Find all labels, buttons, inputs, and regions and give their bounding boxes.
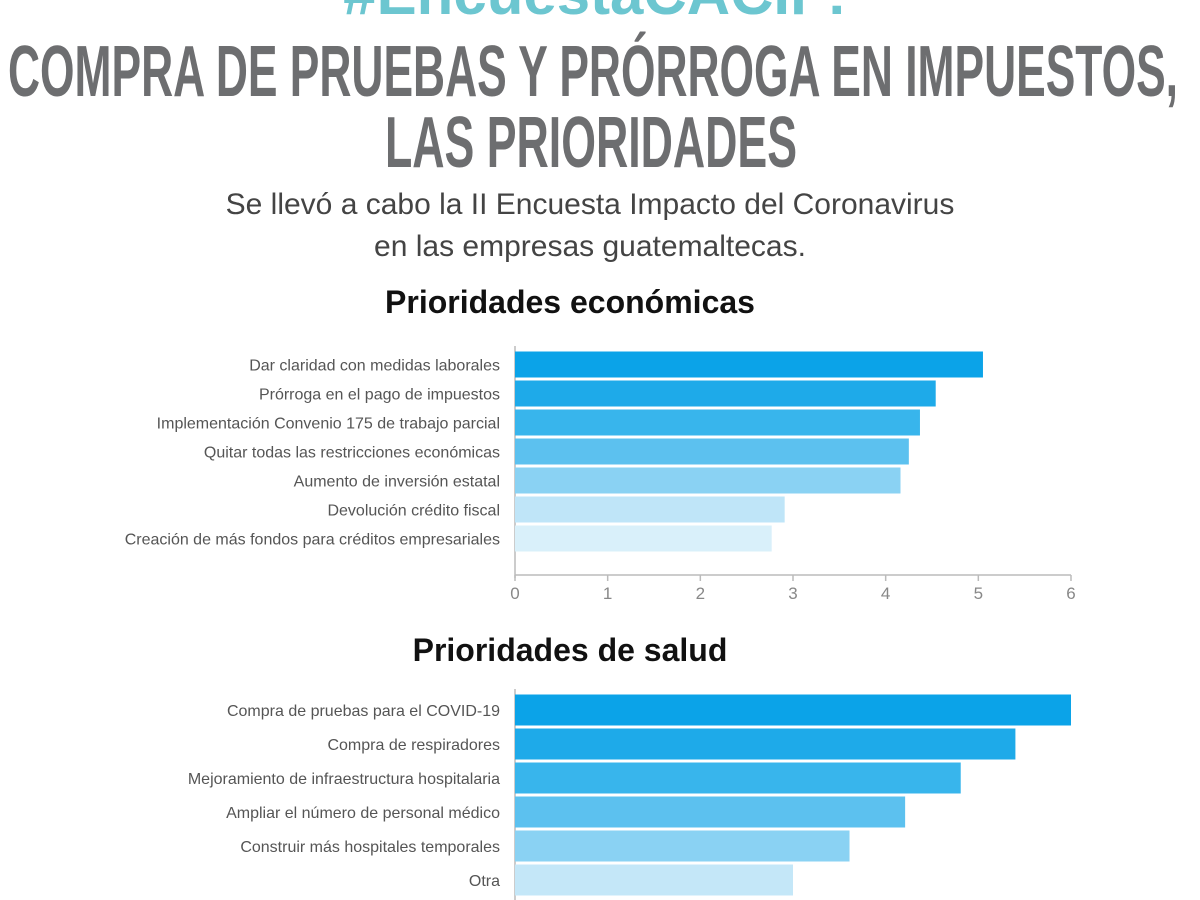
x-tick-label: 3 — [788, 584, 797, 603]
bar — [515, 467, 901, 494]
category-label: Prórroga en el pago de impuestos — [259, 387, 500, 404]
category-label: Compra de pruebas para el COVID-19 — [227, 703, 500, 720]
bar — [515, 694, 1071, 726]
x-tick-label: 6 — [1066, 584, 1075, 603]
bar — [515, 438, 909, 465]
category-label: Devolución crédito fiscal — [327, 503, 500, 520]
category-label: Quitar todas las restricciones económica… — [204, 445, 500, 462]
category-label: Creación de más fondos para créditos emp… — [125, 532, 500, 549]
title-line: LAS PRIORIDADES — [385, 103, 797, 183]
title-line: COMPRA DE PRUEBAS Y PRÓRROGA EN IMPUESTO… — [8, 31, 1178, 112]
category-label: Compra de respiradores — [327, 737, 500, 754]
bar — [515, 728, 1016, 760]
subtitle-line: Se llevó a cabo la II Encuesta Impacto d… — [226, 188, 955, 221]
category-label: Implementación Convenio 175 de trabajo p… — [157, 416, 500, 433]
bar — [515, 380, 936, 407]
hashtag: #EncuestaCACIF: — [343, 0, 846, 27]
bar — [515, 351, 983, 378]
x-tick-label: 5 — [974, 584, 983, 603]
bar — [515, 864, 793, 896]
category-label: Construir más hospitales temporales — [240, 839, 500, 856]
x-tick-label: 1 — [603, 584, 612, 603]
subtitle-line: en las empresas guatemaltecas. — [374, 230, 806, 263]
x-tick-label: 4 — [881, 584, 890, 603]
category-label: Ampliar el número de personal médico — [226, 805, 500, 822]
bar — [515, 796, 906, 828]
category-label: Otra — [469, 873, 500, 890]
category-label: Dar claridad con medidas laborales — [249, 358, 500, 375]
x-tick-label: 2 — [696, 584, 705, 603]
chart-title: Prioridades de salud — [413, 632, 728, 668]
bar — [515, 409, 920, 436]
bar — [515, 496, 785, 523]
category-label: Aumento de inversión estatal — [294, 474, 500, 491]
bar — [515, 830, 850, 862]
bar — [515, 525, 772, 552]
chart-title: Prioridades económicas — [385, 284, 755, 320]
x-tick-label: 0 — [510, 584, 519, 603]
category-label: Mejoramiento de infraestructura hospital… — [188, 771, 500, 788]
bar — [515, 762, 961, 794]
